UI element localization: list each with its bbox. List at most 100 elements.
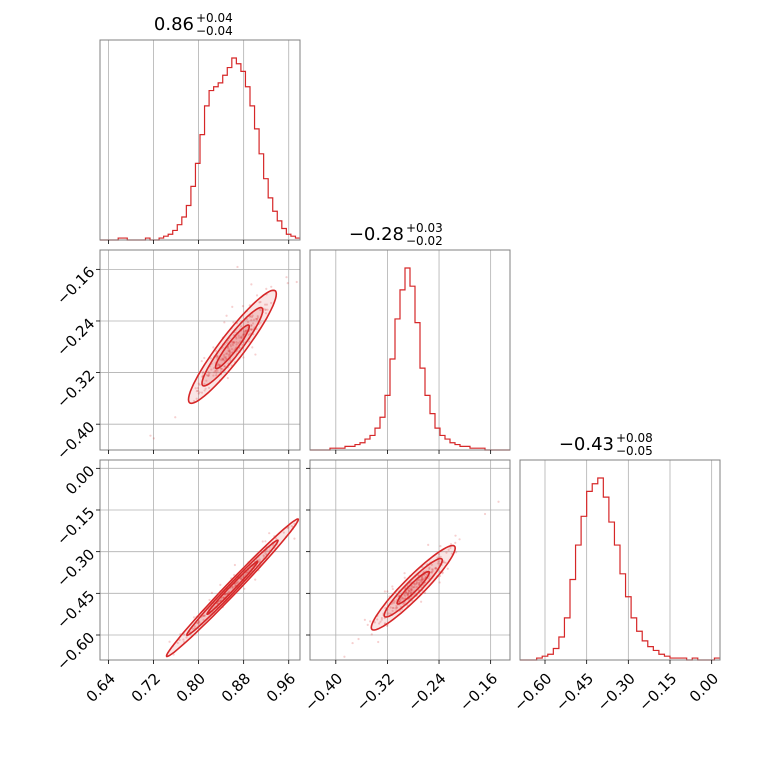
scatter-point [259,300,262,304]
scatter-point [307,267,309,269]
scatter-point [230,347,234,351]
scatter-point [391,602,394,605]
scatter-point [439,574,442,578]
scatter-point [207,386,211,389]
scatter-point [397,594,401,597]
scatter-point [328,486,330,488]
scatter-point [427,543,430,546]
scatter-point [415,581,419,584]
scatter-point [444,561,447,564]
scatter-point [215,371,218,375]
scatter-point [449,546,452,549]
scatter-point [370,633,373,636]
scatter-point [413,582,416,585]
xtick-label-1-0: −0.40 [301,669,346,714]
scatter-point [254,317,258,320]
scatter-point [204,387,207,390]
ytick-label-1-3: −0.16 [53,263,98,308]
scatter-point [262,555,266,558]
scatter-point [383,622,387,625]
scatter-point [378,622,381,625]
scatter-point [258,301,261,304]
scatter-point [322,486,324,488]
scatter-point [256,317,259,320]
scatter-point [406,604,409,607]
scatter-point [258,558,261,561]
grid-layer [100,40,713,660]
scatter-point [225,314,228,317]
histogram-2 [520,477,720,661]
scatter-group-2 [343,500,500,658]
scatter-point [231,585,234,589]
title-value-0: 0.86 [154,14,194,35]
scatter-point [403,593,406,596]
scatter-point [428,567,431,571]
scatter-point [383,590,386,593]
scatter-point [255,318,258,321]
scatter-point [389,606,392,609]
scatter-point [393,600,396,603]
scatter-point [233,563,236,567]
scatter-point [436,556,439,559]
xtick-label-1-1: −0.32 [353,669,398,714]
scatter-point [221,368,224,371]
scatter-point [345,471,347,473]
scatter-point [415,582,418,585]
scatter-point [386,624,389,628]
scatter-point [380,618,383,621]
scatter-point [218,600,221,603]
scatter-point [193,625,196,628]
scatter-point [420,579,423,582]
scatter-point [244,331,247,335]
scatter-point [250,328,253,331]
scatter-point [259,321,262,324]
title-value-1: −0.28 [349,224,404,245]
scatter-point [213,371,216,374]
scatter-point [431,568,435,571]
scatter-point [194,387,197,390]
scatter-point [214,369,218,373]
title-minus-0: −0.04 [196,24,233,38]
scatter-point [394,607,397,610]
scatter-point [428,566,431,569]
xtick-label-2-4: 0.00 [686,669,722,705]
scatter-point [208,598,211,602]
scatter-point [245,571,248,574]
scatter-point [235,341,238,344]
scatter-point [240,577,243,580]
scatter-point [197,382,200,385]
scatter-point [243,334,246,337]
scatter-point [229,343,232,346]
scatter-point [227,353,230,356]
scatter-point [203,356,206,360]
scatter-point [380,616,383,620]
scatter-point [192,399,196,403]
scatter-point [261,540,264,543]
scatter-point [241,343,244,347]
scatter-point [254,353,257,356]
scatter-point [427,577,430,580]
scatter-point [449,543,453,546]
scatter-point [287,526,290,529]
scatter-point [206,374,210,377]
scatter-point [418,582,421,585]
scatter-point [207,373,211,376]
scatter-point [420,580,423,584]
scatter-point [237,580,240,583]
pair-frame-2 [309,459,511,661]
scatter-point [231,342,234,345]
scatter-point [239,577,243,581]
diag-frame-2 [519,459,721,661]
scatter-point [422,577,425,580]
scatter-point [235,343,238,346]
scatter-point [243,574,247,577]
ytick-label-2-0: −0.60 [53,629,98,674]
scatter-point [437,560,440,563]
contour-2-1 [383,557,444,618]
scatter-point [409,590,412,594]
scatter-point [202,614,205,617]
scatter-point [212,374,215,377]
diag-frame-1 [309,249,511,451]
scatter-point [401,597,404,600]
